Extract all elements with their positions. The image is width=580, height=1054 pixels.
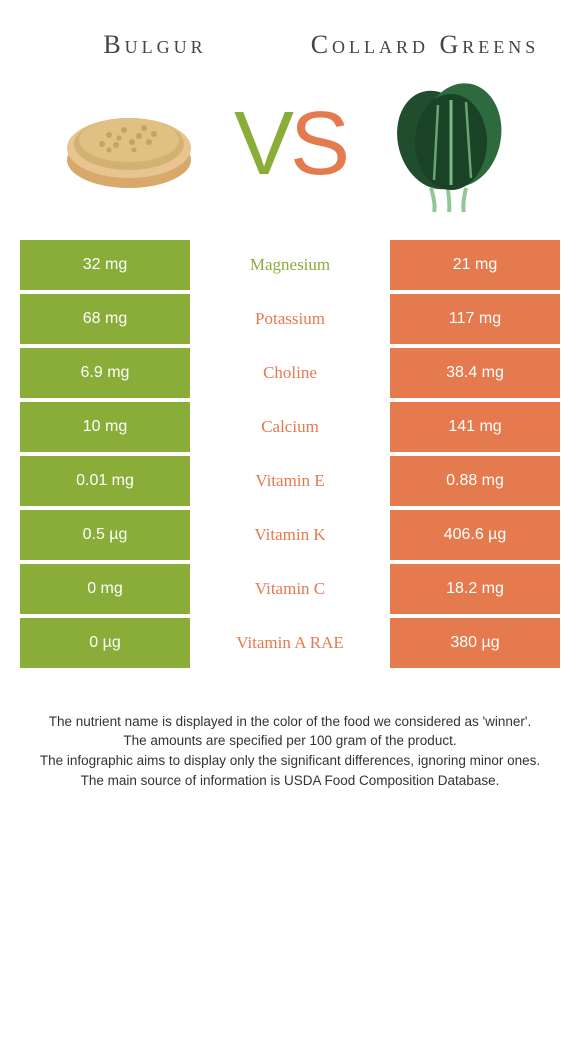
left-value: 32 mg (20, 240, 190, 290)
left-value: 68 mg (20, 294, 190, 344)
right-value: 406.6 µg (390, 510, 560, 560)
footer-line-2: The amounts are specified per 100 gram o… (20, 731, 560, 751)
footer-notes: The nutrient name is displayed in the co… (0, 672, 580, 790)
vs-v: V (234, 94, 290, 194)
nutrient-name: Vitamin K (190, 510, 390, 560)
vs-label: VS (234, 93, 346, 196)
table-row: 0.01 mgVitamin E0.88 mg (20, 456, 560, 506)
right-value: 380 µg (390, 618, 560, 668)
right-value: 18.2 mg (390, 564, 560, 614)
nutrient-table: 32 mgMagnesium21 mg68 mgPotassium117 mg6… (20, 240, 560, 668)
bulgur-icon (54, 70, 204, 220)
left-value: 6.9 mg (20, 348, 190, 398)
left-food-title: Bulgur (20, 30, 290, 60)
left-value: 0 µg (20, 618, 190, 668)
table-row: 68 mgPotassium117 mg (20, 294, 560, 344)
collard-greens-icon (376, 70, 526, 220)
left-value: 0.5 µg (20, 510, 190, 560)
left-value: 0.01 mg (20, 456, 190, 506)
left-title-col: Bulgur (20, 30, 290, 60)
footer-line-4: The main source of information is USDA F… (20, 771, 560, 791)
nutrient-name: Vitamin A RAE (190, 618, 390, 668)
nutrient-name: Calcium (190, 402, 390, 452)
collard-greens-image (376, 70, 526, 220)
right-value: 0.88 mg (390, 456, 560, 506)
table-row: 0 mgVitamin C18.2 mg (20, 564, 560, 614)
nutrient-name: Vitamin C (190, 564, 390, 614)
right-food-title: Collard Greens (290, 30, 560, 60)
nutrient-name: Choline (190, 348, 390, 398)
nutrient-name: Magnesium (190, 240, 390, 290)
header: Bulgur Collard Greens (0, 0, 580, 70)
right-value: 38.4 mg (390, 348, 560, 398)
table-row: 0.5 µgVitamin K406.6 µg (20, 510, 560, 560)
vs-row: VS (0, 70, 580, 240)
nutrient-name: Potassium (190, 294, 390, 344)
table-row: 0 µgVitamin A RAE380 µg (20, 618, 560, 668)
table-row: 10 mgCalcium141 mg (20, 402, 560, 452)
right-title-col: Collard Greens (290, 30, 560, 60)
nutrient-name: Vitamin E (190, 456, 390, 506)
footer-line-1: The nutrient name is displayed in the co… (20, 712, 560, 732)
table-row: 6.9 mgCholine38.4 mg (20, 348, 560, 398)
right-value: 117 mg (390, 294, 560, 344)
footer-line-3: The infographic aims to display only the… (20, 751, 560, 771)
bulgur-image (54, 70, 204, 220)
left-value: 0 mg (20, 564, 190, 614)
right-value: 21 mg (390, 240, 560, 290)
left-value: 10 mg (20, 402, 190, 452)
right-value: 141 mg (390, 402, 560, 452)
table-row: 32 mgMagnesium21 mg (20, 240, 560, 290)
vs-s: S (290, 94, 346, 194)
